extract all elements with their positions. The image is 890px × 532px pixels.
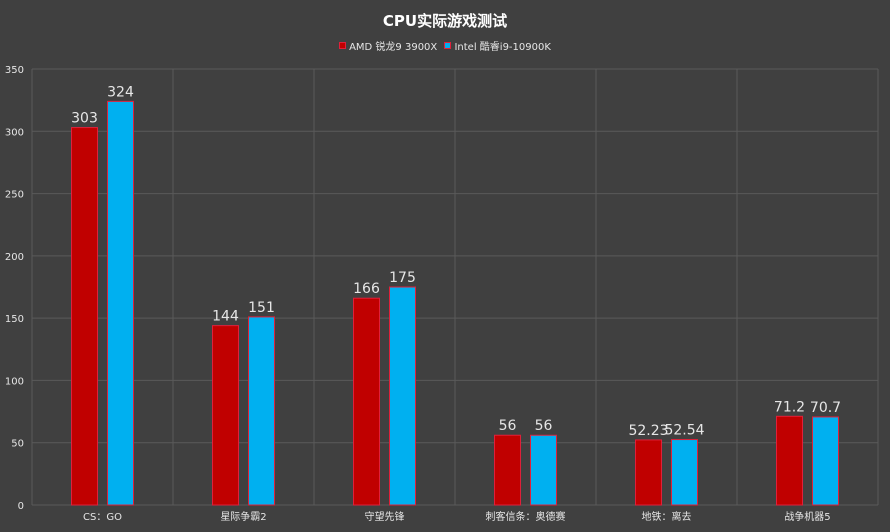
data-label: 175 xyxy=(389,270,416,286)
x-tick-label: CS：GO xyxy=(83,512,122,523)
x-tick-label: 刺客信条：奥德赛 xyxy=(486,510,566,523)
x-tick-label: 守望先锋 xyxy=(365,510,405,523)
bar xyxy=(248,316,275,506)
bar xyxy=(671,439,698,506)
bar xyxy=(71,127,98,506)
data-label: 56 xyxy=(535,418,553,434)
x-tick-label: 地铁：离去 xyxy=(642,510,692,523)
legend-swatch-amd xyxy=(339,42,347,49)
y-tick-label: 200 xyxy=(5,252,24,263)
legend: AMD 锐龙9 3900X Intel 酷睿i9-10900K xyxy=(0,38,890,53)
data-label: 52.54 xyxy=(664,423,704,439)
legend-label-intel: Intel 酷睿i9-10900K xyxy=(454,42,551,53)
bar xyxy=(635,439,662,506)
data-label: 166 xyxy=(353,281,380,297)
data-label: 56 xyxy=(499,418,517,434)
bar xyxy=(389,286,416,506)
data-label: 151 xyxy=(248,300,275,316)
y-tick-label: 50 xyxy=(11,439,24,450)
legend-swatch-intel xyxy=(444,42,452,49)
legend-item-intel: Intel 酷睿i9-10900K xyxy=(444,38,551,53)
y-tick-label: 300 xyxy=(5,127,24,138)
bar xyxy=(776,415,803,506)
bar xyxy=(812,416,839,506)
bar xyxy=(212,325,239,506)
data-label: 52.23 xyxy=(628,423,668,439)
x-tick-label: 战争机器5 xyxy=(784,510,830,523)
y-tick-label: 100 xyxy=(5,376,24,387)
y-tick-label: 350 xyxy=(5,65,24,76)
bar xyxy=(353,297,380,506)
y-tick-label: 250 xyxy=(5,190,24,201)
y-tick-label: 150 xyxy=(5,314,24,325)
data-label: 70.7 xyxy=(810,400,841,416)
bar xyxy=(530,434,557,506)
chart-title: CPU实际游戏测试 xyxy=(382,12,508,30)
legend-item-amd: AMD 锐龙9 3900X xyxy=(339,38,437,53)
bar xyxy=(494,434,521,506)
legend-label-amd: AMD 锐龙9 3900X xyxy=(349,42,438,53)
data-label: 303 xyxy=(71,111,98,127)
data-label: 324 xyxy=(107,84,134,100)
bar xyxy=(107,100,134,506)
x-tick-label: 星际争霸2 xyxy=(220,510,266,523)
data-label: 144 xyxy=(212,309,239,325)
y-tick-label: 0 xyxy=(18,501,24,512)
data-label: 71.2 xyxy=(774,399,805,415)
